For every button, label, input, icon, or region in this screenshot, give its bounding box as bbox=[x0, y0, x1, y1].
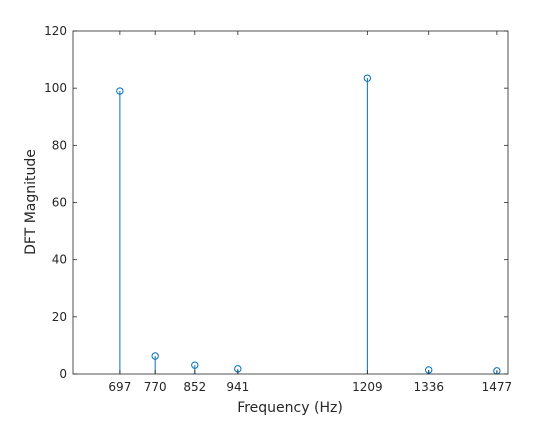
x-tick-label: 852 bbox=[183, 380, 206, 394]
stem-marker bbox=[191, 361, 199, 369]
y-tick-label: 20 bbox=[52, 310, 67, 324]
x-tick-label: 1477 bbox=[482, 380, 513, 394]
x-tick-label: 697 bbox=[108, 380, 131, 394]
y-tick-label: 120 bbox=[44, 24, 67, 38]
x-tick-label: 941 bbox=[226, 380, 249, 394]
y-tick-label: 60 bbox=[52, 196, 67, 210]
y-axis-label: DFT Magnitude bbox=[23, 149, 39, 255]
plot-area bbox=[73, 31, 508, 374]
x-tick-label: 1336 bbox=[413, 380, 444, 394]
y-tick-label: 40 bbox=[52, 253, 67, 267]
stem-marker bbox=[151, 352, 159, 360]
stem-marker bbox=[363, 74, 372, 82]
y-ticks-group: 0 20 40 60 80 100 120 bbox=[44, 24, 508, 381]
stem-marker bbox=[116, 87, 124, 95]
x-tick-label: 1209 bbox=[352, 380, 383, 394]
y-tick-label: 80 bbox=[52, 138, 67, 152]
y-tick-label: 0 bbox=[59, 367, 67, 381]
markers-group bbox=[116, 74, 501, 375]
x-tick-label: 770 bbox=[144, 380, 167, 394]
x-ticks-group: 697 770 852 941 1209 1336 1477 bbox=[108, 31, 512, 394]
x-axis-label: Frequency (Hz) bbox=[237, 400, 343, 416]
y-tick-label: 100 bbox=[44, 81, 67, 95]
